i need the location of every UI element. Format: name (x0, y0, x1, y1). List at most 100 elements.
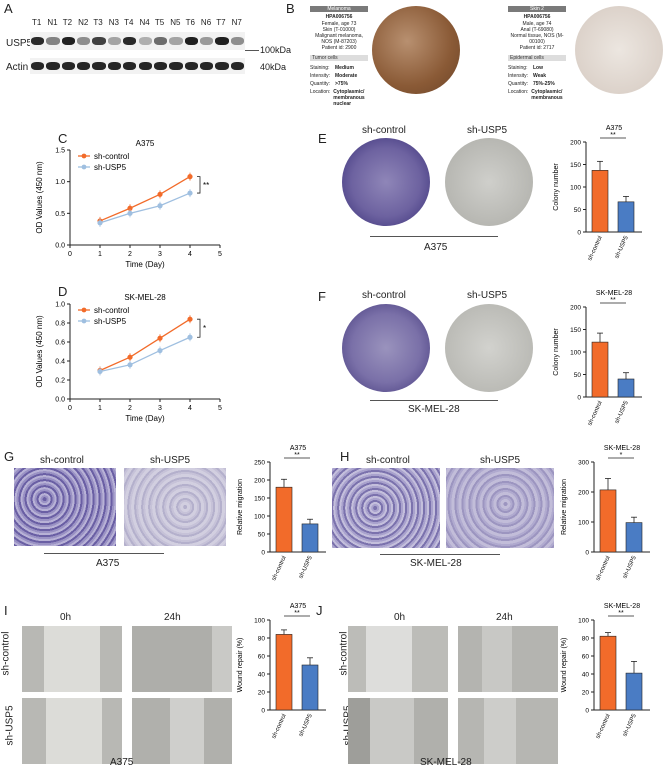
ihc-row: Quantity: >75% (310, 81, 368, 87)
ihc-row-value: Cytoplasmic/ membranous (531, 89, 563, 101)
actin-band (153, 62, 168, 70)
ihc-section-left: Tumor cells (310, 55, 368, 61)
significance-mark: ** (610, 297, 616, 304)
ihc-image-skin (575, 6, 663, 94)
ihc-card-skin: Skin 2 HPA006756 Male, age 74 Anal (T-690… (508, 6, 566, 114)
x-tick-label: sh-control (587, 400, 604, 426)
x-tick-label: sh-control (271, 713, 288, 739)
ihc-row-value: Cytoplasmic/ membranous nuclear (333, 89, 365, 107)
y-tick-label: 200 (578, 490, 589, 497)
migration-cell-line-skmel: SK-MEL-28 (410, 558, 462, 569)
chart-title: A375 (606, 125, 622, 132)
colony-cell-line-a375: A375 (424, 242, 448, 253)
panel-label-j: J (316, 603, 323, 618)
y-tick-label: 80 (582, 636, 590, 643)
y-tick-label: 0.0 (55, 397, 65, 404)
actin-band (46, 62, 60, 70)
ihc-section-right: Epidermal cells (508, 55, 566, 61)
data-point (127, 354, 133, 360)
y-tick-label: 60 (258, 654, 266, 661)
panel-label-b: B (286, 1, 295, 16)
legend-marker (81, 318, 87, 324)
y-tick-label: 60 (582, 654, 590, 661)
y-tick-label: 150 (570, 327, 581, 334)
lane-label: N2 (78, 18, 89, 27)
lane-label: T2 (62, 18, 73, 27)
colony-label-usp5-skmel: sh-USP5 (467, 290, 508, 301)
x-tick-label: 0 (68, 405, 72, 412)
x-tick-label: sh-control (595, 555, 612, 581)
y-tick-label: 20 (258, 690, 266, 697)
lane-label: N1 (47, 18, 58, 27)
y-tick-label: 200 (570, 305, 581, 312)
wound-cell-line-a375: A375 (110, 757, 134, 768)
y-tick-label: 0.2 (55, 378, 65, 385)
data-point (187, 190, 193, 196)
colony-dish-control-a375 (342, 138, 430, 226)
actin-band (77, 62, 91, 70)
y-tick-label: 100 (254, 514, 265, 521)
data-point (157, 203, 163, 209)
panel-label-d: D (58, 284, 68, 299)
ihc-card-melanoma: Melanoma HPA006756 Female, age 73 Skin (T… (310, 6, 368, 114)
data-point (187, 174, 193, 180)
y-axis-label: Colony number (553, 328, 560, 376)
actin-kda-label: 40kDa (260, 62, 287, 72)
ihc-row-value: Medium (335, 65, 354, 71)
ihc-info-line: Female, age 73 (321, 21, 357, 27)
legend-label: sh-USP5 (94, 163, 127, 172)
transwell-image-control-skmel (332, 468, 440, 548)
panel-label-e: E (318, 131, 327, 146)
legend-marker (81, 164, 87, 170)
ihc-row-key: Quantity: (508, 81, 529, 87)
ihc-id-right: HPA006756 (523, 14, 551, 20)
lane-label: N5 (170, 18, 181, 27)
x-axis-label: Time (Day) (125, 414, 165, 423)
lane-label: T6 (185, 18, 195, 27)
data-point (97, 368, 103, 375)
ihc-row-key: Staining: (310, 65, 330, 71)
x-tick-label: sh-USP5 (622, 555, 638, 580)
bar (617, 378, 635, 398)
chart-e-colony-a375: A375 0 50 100 150 200 Colony number sh-control s… (553, 125, 642, 262)
wound-image-usp5-0h-a375 (22, 698, 122, 764)
legend-marker (81, 153, 87, 159)
panel-label-f: F (318, 289, 326, 304)
lane-label: N3 (108, 18, 120, 27)
migration-cell-line-a375: A375 (96, 558, 120, 569)
y-tick-label: 0.0 (55, 243, 65, 250)
lane-label: T7 (216, 18, 226, 27)
chart-c-proliferation-a375: A375 0 1 2 3 4 5 0.0 0.5 1.0 1.5 Time (Day) OD Value… (35, 139, 222, 269)
y-tick-label: 100 (570, 185, 581, 192)
colony-dish-usp5-a375 (445, 138, 533, 226)
chart-title: A375 (290, 445, 306, 452)
migration-label-usp5-skmel: sh-USP5 (480, 455, 521, 466)
legend-label: sh-control (94, 152, 129, 161)
lane-label: T4 (124, 18, 134, 27)
actin-band (123, 62, 137, 70)
usp5-band (215, 37, 229, 45)
western-blot-lanes: T1 N1 T2 N2 T3 N3 T4 N4 T5 N5 T6 N6 T7 N7 (30, 18, 245, 30)
ihc-info-line: Anal (T-69080) (520, 27, 554, 33)
ihc-info-right: Male, age 74 Anal (T-69080) Normal tissue,… (508, 21, 566, 51)
y-axis-label: OD Values (450 nm) (35, 315, 44, 388)
wound-time-0h-a375: 0h (60, 612, 72, 623)
y-tick-label: 0.4 (55, 359, 65, 366)
y-axis-label: Relative migration (237, 479, 244, 535)
wound-image-control-24h-skmel (458, 626, 558, 692)
ihc-info-left: Female, age 73 Skin (T-01000) Malignant me… (310, 21, 368, 51)
actin-row-label: Actin (6, 62, 29, 73)
y-tick-label: 0 (577, 230, 581, 237)
significance-mark: ** (294, 452, 300, 459)
actin-band (138, 62, 152, 70)
wound-image-usp5-0h-skmel (348, 698, 448, 764)
y-tick-label: 0 (585, 708, 589, 715)
wound-image-usp5-24h-a375 (132, 698, 232, 764)
data-point (157, 335, 163, 341)
wound-row-control-a375: sh-control (0, 631, 12, 676)
usp5-row-label: USP5 (6, 38, 33, 49)
bar (625, 672, 643, 711)
y-axis-label: Wound repair (%) (561, 638, 568, 693)
bar (275, 634, 293, 711)
ihc-row-value: >75% (335, 81, 348, 87)
